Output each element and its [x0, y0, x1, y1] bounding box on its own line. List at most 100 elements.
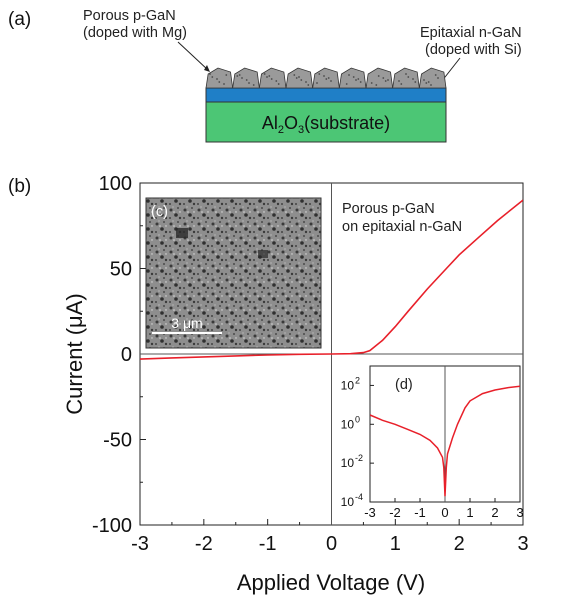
inset-d-label: (d): [395, 377, 413, 393]
x-tick-label: 2: [454, 533, 465, 555]
porous-grain: [258, 67, 287, 89]
iv-curve-log: [370, 385, 520, 497]
x-tick-label: 0: [326, 533, 337, 555]
sample-annotation-line1: Porous p-GaN: [342, 201, 435, 217]
y-tick-label: 50: [110, 259, 132, 281]
log-x-tick-label: -2: [389, 505, 401, 520]
grain-pore: [307, 84, 310, 86]
grain-pore: [277, 83, 280, 85]
grain-pore: [330, 80, 332, 82]
sem-dark-region: [176, 228, 188, 238]
grain-pore: [300, 79, 303, 81]
log-x-tick-label: 1: [466, 505, 473, 520]
grain-pore: [407, 76, 410, 78]
sem-image: [145, 197, 322, 349]
y-tick-label: -50: [103, 430, 132, 452]
grain-pore: [437, 77, 439, 79]
porous-label-line1: Porous p-GaN: [83, 8, 176, 24]
grain-pore: [357, 78, 360, 80]
epi-label-line1: Epitaxial n-GaN: [420, 25, 522, 41]
grain-pore: [384, 80, 387, 82]
x-tick-label: 3: [517, 533, 528, 555]
log-x-tick-label: 2: [491, 505, 498, 520]
grain-pore: [323, 75, 325, 77]
grain-pore: [348, 74, 350, 76]
grain-pore: [423, 79, 425, 81]
x-axis-label: Applied Voltage (V): [237, 570, 425, 595]
grain-pore: [223, 83, 225, 85]
grain-pore: [430, 84, 432, 86]
grain-pore: [370, 82, 373, 84]
grain-pore: [263, 73, 266, 75]
porous-grain: [205, 67, 234, 89]
scale-bar-label: 3 μm: [171, 315, 202, 331]
grain-pore: [275, 80, 278, 82]
porous-grain: [365, 67, 394, 89]
grain-pore: [298, 76, 300, 78]
panel-b-label: (b): [8, 176, 31, 197]
grain-pore: [248, 82, 250, 84]
grain-pore: [427, 81, 430, 83]
y-tick-label: 0: [121, 344, 132, 366]
grain-pore: [245, 79, 248, 81]
sem-inset: (c) 3 μm: [145, 197, 322, 349]
grain-pore: [318, 73, 321, 75]
grain-pore: [382, 77, 385, 79]
grain-pore: [345, 83, 348, 85]
substrate-label: Al2O3(substrate): [262, 113, 390, 136]
grain-pore: [359, 81, 362, 83]
log-y-tick-label: 10: [341, 417, 355, 431]
log-y-tick-label: 10: [341, 456, 355, 470]
grain-pore: [375, 84, 378, 86]
grain-pore: [218, 81, 221, 83]
log-x-tick-label: -3: [364, 505, 376, 520]
porous-grain: [312, 67, 340, 89]
panel-a-label: (a): [8, 9, 31, 30]
porous-grain: [418, 67, 447, 89]
porous-grain: [232, 67, 260, 89]
y-tick-label: 100: [99, 173, 132, 195]
log-y-tick-exponent: -4: [355, 492, 363, 502]
panel-a-schematic: (a) Porous p-GaN (doped with Mg) Epitaxi…: [8, 8, 522, 143]
main-x-ticks: -3 -2 -1 0 1 2 3: [131, 519, 529, 555]
porous-grain: [392, 67, 420, 89]
x-tick-label: -1: [259, 533, 277, 555]
y-tick-label: -100: [92, 515, 132, 537]
log-x-tick-label: 3: [516, 505, 523, 520]
x-tick-label: -2: [195, 533, 213, 555]
y-axis-label: Current (μA): [62, 293, 87, 414]
porous-label-line2: (doped with Mg): [83, 25, 187, 41]
log-x-tick-label: 0: [441, 505, 448, 520]
x-tick-label: 1: [390, 533, 401, 555]
porous-grain: [285, 67, 314, 89]
grain-pore: [241, 77, 243, 79]
main-y-ticks: 100 50 0 -50 -100: [92, 173, 146, 537]
grain-pore: [270, 78, 273, 80]
grain-pore: [305, 81, 307, 83]
grain-pore: [252, 84, 255, 86]
grain-pore: [434, 74, 437, 76]
grain-pore: [400, 83, 403, 85]
inset-c-label: (c): [151, 204, 168, 220]
grain-pore: [387, 79, 389, 81]
grain-pore: [225, 74, 228, 76]
log-y-tick-exponent: 2: [355, 375, 360, 385]
sem-dark-region-2: [258, 250, 268, 258]
grain-pore: [209, 73, 211, 75]
sample-annotation-line2: on epitaxial n-GaN: [342, 219, 462, 235]
x-tick-label: -3: [131, 533, 149, 555]
grain-pore: [405, 73, 407, 75]
grain-pore: [398, 80, 400, 82]
porous-leader-line: [177, 41, 209, 71]
grain-pore: [352, 76, 355, 78]
grain-pore: [293, 74, 296, 76]
grain-pore: [236, 75, 239, 77]
grain-pore: [327, 77, 330, 79]
log-y-tick-exponent: 0: [355, 414, 360, 424]
log-y-tick-label: 10: [341, 495, 355, 509]
log-y-tick-label: 10: [341, 378, 355, 392]
epi-label-line2: (doped with Si): [425, 42, 522, 58]
grain-pore: [325, 78, 328, 80]
